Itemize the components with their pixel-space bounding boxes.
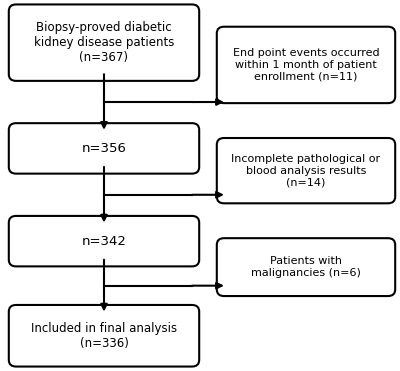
FancyBboxPatch shape — [217, 238, 395, 296]
FancyBboxPatch shape — [9, 305, 199, 367]
FancyBboxPatch shape — [9, 123, 199, 174]
Text: Included in final analysis
(n=336): Included in final analysis (n=336) — [31, 322, 177, 350]
Text: End point events occurred
within 1 month of patient
enrollment (n=11): End point events occurred within 1 month… — [233, 48, 379, 82]
Text: Incomplete pathological or
blood analysis results
(n=14): Incomplete pathological or blood analysi… — [232, 154, 380, 187]
Text: Patients with
malignancies (n=6): Patients with malignancies (n=6) — [251, 256, 361, 278]
Text: Biopsy-proved diabetic
kidney disease patients
(n=367): Biopsy-proved diabetic kidney disease pa… — [34, 21, 174, 64]
Text: n=342: n=342 — [82, 234, 126, 248]
Text: n=356: n=356 — [82, 142, 126, 155]
FancyBboxPatch shape — [217, 138, 395, 203]
FancyBboxPatch shape — [9, 216, 199, 266]
FancyBboxPatch shape — [217, 27, 395, 103]
FancyBboxPatch shape — [9, 4, 199, 81]
